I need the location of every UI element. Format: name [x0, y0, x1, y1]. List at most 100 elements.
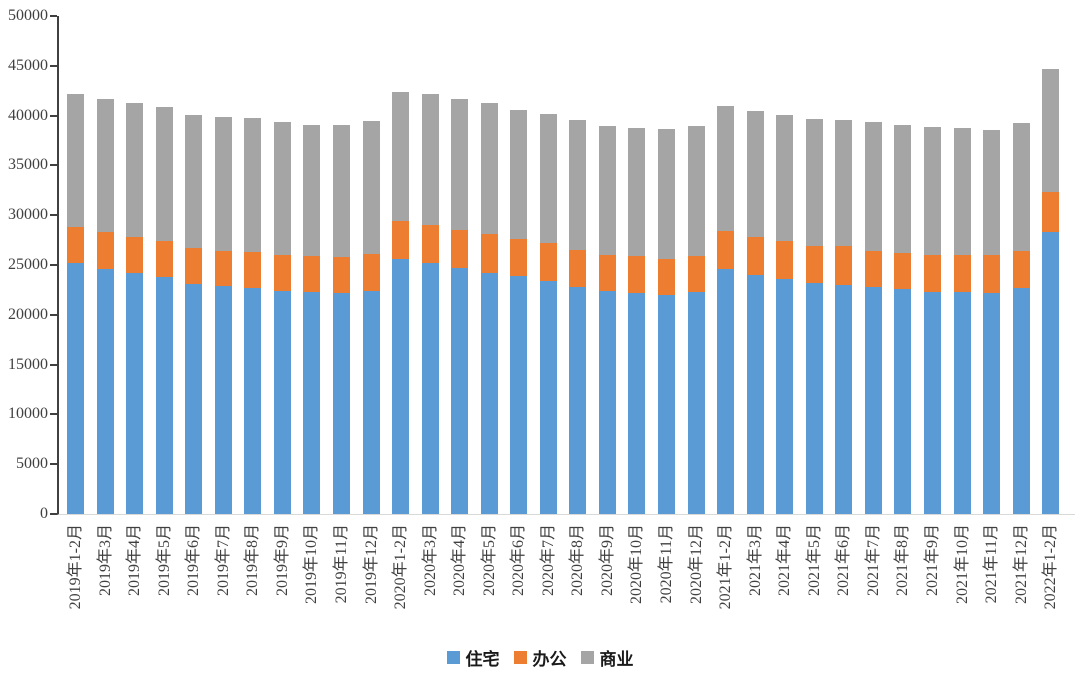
bar-segment-office	[126, 237, 144, 273]
bar-column	[303, 124, 321, 514]
y-axis-tick-label: 35000	[8, 156, 48, 174]
bar-column	[244, 117, 262, 514]
bar-column	[598, 125, 616, 514]
bar-segment-residential	[717, 268, 735, 514]
bar-column	[67, 93, 84, 514]
bar-segment-commercial	[983, 129, 1001, 256]
bar-segment-office	[539, 243, 557, 281]
bar-segment-commercial	[96, 98, 114, 233]
bar-segment-commercial	[214, 116, 232, 252]
bar-segment-office	[805, 246, 823, 283]
y-axis-tick-label: 10000	[8, 405, 48, 423]
bar-segment-commercial	[155, 106, 173, 242]
bar-segment-commercial	[569, 119, 587, 251]
bar-segment-commercial	[598, 125, 616, 256]
bar-column	[1042, 68, 1060, 514]
bar-segment-commercial	[717, 105, 735, 232]
x-axis-tick-label: 2021年9月	[923, 524, 941, 597]
bar-segment-office	[776, 241, 794, 279]
bar-segment-commercial	[451, 98, 469, 231]
bar-segment-commercial	[923, 126, 941, 256]
bar-column	[569, 119, 587, 514]
bar-segment-office	[392, 221, 410, 260]
bar-segment-office	[1042, 192, 1060, 233]
bar-column	[155, 106, 173, 514]
bar-segment-commercial	[953, 127, 971, 256]
legend-label-residential: 住宅	[465, 650, 500, 669]
bar-column	[185, 114, 203, 514]
bar-segment-commercial	[776, 114, 794, 242]
bar-column	[1012, 122, 1030, 514]
bar-segment-residential	[569, 286, 587, 514]
bar-segment-office	[480, 234, 498, 273]
bar-segment-residential	[185, 283, 203, 514]
bar-segment-commercial	[480, 102, 498, 235]
bar-segment-residential	[1042, 232, 1060, 514]
bar-segment-office	[983, 255, 1001, 293]
bar-column	[805, 118, 823, 514]
bar-column	[658, 128, 675, 514]
bar-segment-commercial	[421, 93, 439, 226]
y-axis-tick-mark	[50, 264, 57, 266]
x-axis-tick-label: 2019年10月	[303, 524, 321, 605]
bar-segment-commercial	[1012, 122, 1030, 252]
bar-segment-residential	[776, 278, 794, 514]
bar-segment-residential	[332, 292, 350, 514]
x-axis-tick-label: 2021年1-2月	[717, 524, 735, 610]
legend-swatch-commercial	[580, 651, 594, 664]
bar-segment-residential	[835, 284, 853, 514]
bar-column	[983, 129, 1001, 514]
legend-swatch-residential	[446, 651, 460, 664]
x-axis-tick-label: 2020年8月	[569, 524, 587, 597]
legend: 住宅 办公 商业	[0, 645, 1080, 670]
x-axis-tick-label: 2019年4月	[126, 524, 144, 597]
bar-segment-commercial	[392, 91, 410, 222]
bar-column	[923, 126, 941, 514]
legend-label-office: 办公	[532, 650, 567, 669]
bar-segment-residential	[953, 291, 971, 514]
bar-segment-residential	[658, 294, 675, 514]
y-axis-tick-mark	[50, 413, 57, 416]
y-axis-tick-label: 50000	[8, 7, 48, 24]
bar-segment-commercial	[746, 110, 764, 238]
bar-column	[332, 124, 350, 514]
bar-column	[687, 125, 705, 514]
bar-column	[776, 114, 794, 514]
y-axis-tick-mark	[50, 513, 57, 515]
bar-segment-office	[923, 255, 941, 292]
bar-segment-residential	[510, 275, 528, 514]
bar-segment-office	[303, 256, 321, 292]
bar-segment-office	[214, 251, 232, 286]
bar-segment-commercial	[539, 113, 557, 244]
bar-segment-commercial	[835, 119, 853, 247]
bar-column	[96, 98, 114, 514]
bar-segment-office	[185, 248, 203, 284]
bar-column	[510, 109, 528, 514]
bar-segment-office	[687, 256, 705, 292]
bar-segment-office	[658, 259, 675, 295]
legend-swatch-office	[513, 651, 527, 664]
bar-segment-office	[273, 255, 291, 291]
x-axis-tick-label: 2021年5月	[805, 524, 823, 597]
y-axis-tick-label: 25000	[8, 256, 48, 273]
bar-column	[451, 98, 469, 514]
bar-segment-residential	[1012, 287, 1030, 514]
y-axis-tick-label: 5000	[16, 455, 48, 473]
x-axis-tick-label: 2020年3月	[421, 524, 439, 597]
bar-column	[864, 121, 882, 514]
bar-segment-residential	[805, 282, 823, 514]
bar-segment-commercial	[362, 120, 380, 255]
bar-segment-office	[569, 250, 587, 287]
bar-segment-office	[953, 255, 971, 292]
x-axis-tick-label: 2021年12月	[1012, 524, 1030, 605]
bar-segment-residential	[421, 263, 439, 514]
bar-segment-commercial	[894, 124, 912, 254]
bar-segment-office	[421, 225, 439, 264]
bar-segment-office	[96, 232, 114, 269]
x-axis-tick-label: 2019年3月	[96, 524, 114, 597]
bar-segment-office	[864, 251, 882, 287]
bar-segment-residential	[598, 290, 616, 514]
y-axis-tick-mark	[50, 214, 57, 217]
bar-segment-residential	[362, 290, 380, 514]
